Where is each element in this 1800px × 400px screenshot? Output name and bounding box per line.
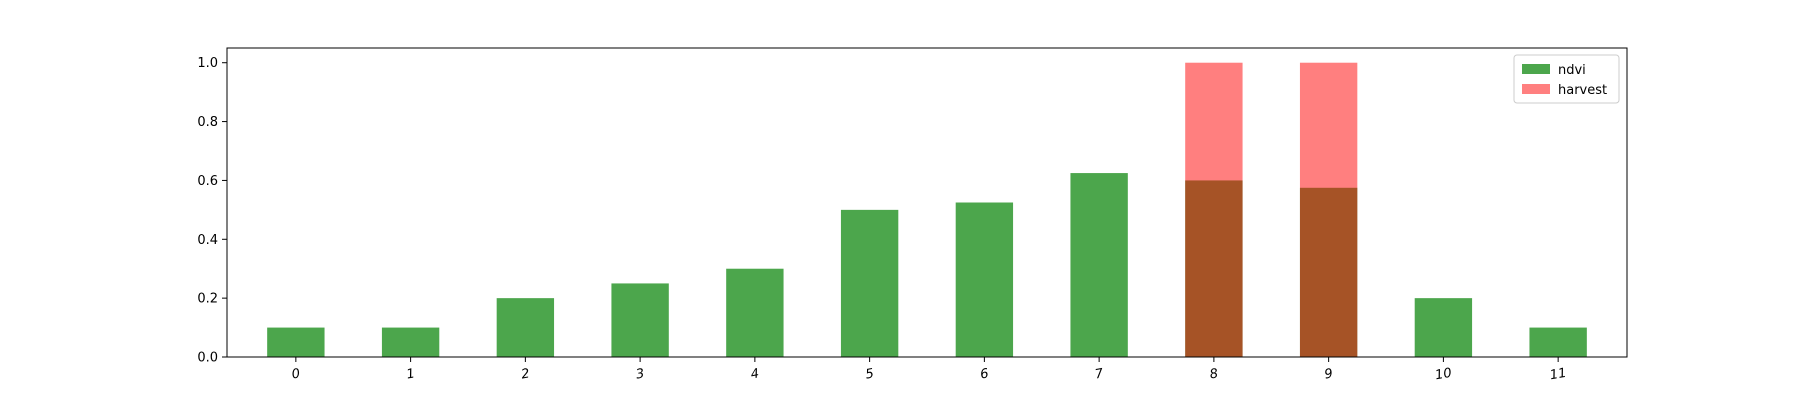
y-tick-label: 0.2 [197, 292, 218, 307]
x-tick-label: 0 [291, 366, 302, 382]
bar-ndvi-1 [381, 327, 440, 357]
legend: ndvi harvest [1513, 54, 1620, 104]
legend-swatch-harvest [1522, 84, 1550, 94]
x-tick-label: 4 [750, 366, 761, 382]
x-tick-label: 6 [979, 366, 990, 382]
x-tick-label: 9 [1323, 366, 1334, 382]
legend-label-ndvi: ndvi [1558, 63, 1586, 78]
x-tick-label: 5 [864, 366, 875, 382]
bar-ndvi-4 [726, 268, 784, 357]
bar-ndvi-2 [496, 298, 555, 357]
plot-frame [226, 47, 1628, 358]
y-tick-label: 0.6 [197, 174, 218, 189]
bars-layer [267, 62, 1587, 357]
x-tick-label: 1 [405, 366, 416, 382]
y-tick-label: 0.8 [197, 115, 218, 130]
y-tick-label: 0.4 [197, 233, 218, 248]
bar-ndvi-0 [267, 327, 325, 357]
x-tick-label: 7 [1094, 366, 1105, 382]
x-tick-label: 3 [635, 366, 646, 382]
y-tick-label: 0.0 [197, 351, 218, 366]
bar-ndvi-3 [611, 283, 669, 357]
y-tick-label: 1.0 [197, 56, 218, 71]
bar-ndvi-7 [1070, 173, 1128, 357]
x-tick-label: 10 [1434, 366, 1453, 384]
x-tick-label: 11 [1549, 366, 1568, 384]
legend-label-harvest: harvest [1558, 83, 1607, 98]
bar-harvest-9 [1299, 62, 1358, 357]
x-tick-label: 8 [1209, 366, 1220, 382]
y-axis: 0.0 0.2 0.4 0.6 0.8 1.0 [197, 56, 227, 366]
bar-ndvi-5 [840, 209, 899, 357]
bar-ndvi-11 [1529, 327, 1587, 357]
x-axis: 0 1 2 3 4 5 6 7 8 9 10 11 [291, 357, 1568, 383]
bar-harvest-8 [1185, 62, 1243, 357]
bar-ndvi-6 [955, 202, 1014, 357]
x-tick-label: 2 [520, 366, 531, 382]
legend-swatch-ndvi [1522, 64, 1550, 74]
bar-ndvi-10 [1414, 298, 1473, 357]
